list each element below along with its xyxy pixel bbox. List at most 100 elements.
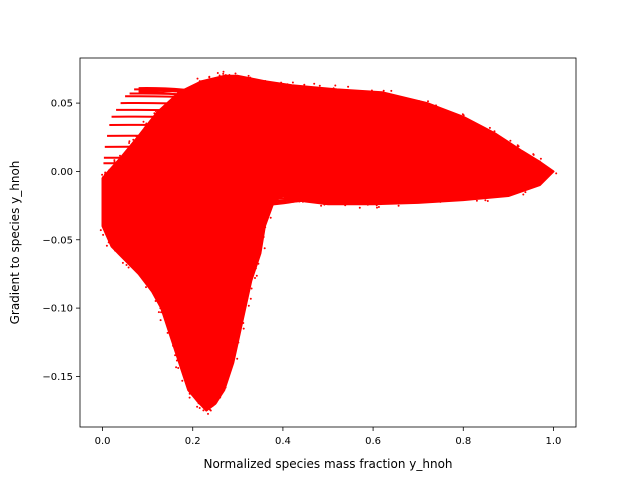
scatter-point — [532, 153, 535, 156]
scatter-point — [228, 362, 231, 365]
scatter-point — [260, 80, 263, 83]
scatter-point — [540, 180, 543, 183]
scatter-point — [522, 193, 525, 196]
scatter-point — [222, 387, 224, 389]
scatter-point — [290, 195, 293, 198]
scatter-point — [121, 261, 124, 264]
scatter-point — [435, 105, 438, 108]
scatter-point — [194, 397, 197, 400]
scatter-point — [162, 303, 165, 306]
scatter-point — [177, 367, 180, 369]
scatter-point — [105, 244, 108, 247]
scatter-point — [370, 89, 373, 92]
scatter-point — [191, 86, 194, 89]
scatter-point — [516, 144, 519, 147]
scatter-point — [166, 319, 169, 322]
scatter-point — [215, 401, 218, 404]
scatter-point — [546, 172, 549, 175]
scatter-point — [172, 344, 174, 347]
x-tick-label: 0.0 — [95, 436, 111, 447]
scatter-point — [369, 90, 372, 93]
scatter-point — [238, 78, 241, 81]
scatter-point — [197, 402, 200, 405]
scatter-point — [534, 182, 536, 185]
scatter-point — [375, 204, 378, 207]
scatter-point — [242, 322, 245, 324]
data-layer — [99, 70, 558, 415]
scatter-point — [551, 170, 554, 173]
scatter-point — [176, 351, 179, 354]
scatter-point — [445, 199, 448, 202]
scatter-point — [535, 184, 538, 187]
scatter-point — [108, 169, 110, 172]
scatter-point — [264, 80, 267, 83]
scatter-point — [428, 198, 431, 201]
scatter-point — [129, 145, 132, 148]
scatter-point — [390, 89, 393, 92]
scatter-point — [101, 177, 104, 180]
scatter-point — [239, 316, 242, 319]
scatter-point — [218, 74, 221, 77]
scatter-point — [427, 100, 429, 103]
scatter-point — [300, 196, 303, 199]
scatter-point — [128, 140, 131, 143]
trajectory-loop — [103, 156, 532, 186]
scatter-point — [424, 200, 427, 203]
scatter-point — [488, 126, 491, 129]
scatter-point — [238, 315, 241, 318]
scatter-point — [526, 154, 529, 157]
scatter-point — [198, 80, 201, 83]
scatter-point — [334, 84, 337, 87]
scatter-point — [401, 97, 404, 100]
scatter-point — [196, 77, 199, 80]
scatter-point — [158, 302, 161, 305]
scatter-point — [125, 264, 128, 266]
scatter-point — [234, 72, 237, 75]
scatter-point — [225, 74, 228, 77]
scatter-point — [428, 197, 431, 200]
scatter-point — [109, 237, 112, 240]
scatter-point — [313, 82, 316, 85]
scatter-point — [287, 200, 290, 203]
y-tick-label: 0.05 — [51, 99, 73, 110]
scatter-point — [224, 77, 227, 80]
scatter-point — [453, 115, 455, 118]
scatter-point — [135, 135, 138, 138]
scatter-point — [537, 165, 540, 168]
scatter-point — [224, 386, 227, 389]
scatter-point — [186, 378, 189, 381]
scatter-point — [149, 283, 152, 285]
scatter-point — [125, 257, 128, 260]
scatter-point — [267, 213, 270, 216]
scatter-point — [180, 94, 183, 97]
scatter-point — [272, 85, 275, 88]
x-tick-label: 1.0 — [546, 436, 562, 447]
scatter-point — [254, 267, 257, 270]
scatter-point — [332, 87, 335, 90]
scatter-point — [439, 200, 442, 203]
scatter-point — [484, 194, 487, 197]
scatter-point — [303, 196, 306, 199]
scatter-point — [196, 405, 199, 408]
scatter-point — [280, 81, 283, 84]
scatter-point — [175, 366, 178, 369]
scatter-point — [211, 404, 214, 407]
scatter-point — [188, 392, 191, 395]
scatter-point — [121, 248, 124, 251]
scatter-point — [477, 127, 480, 129]
scatter-point — [382, 89, 385, 92]
scatter-point — [124, 152, 127, 155]
scatter-point — [154, 110, 157, 112]
scatter-point — [250, 287, 253, 290]
scatter-point — [281, 200, 284, 203]
scatter-point — [163, 109, 166, 111]
scatter-point — [101, 173, 104, 176]
scatter-point — [183, 91, 186, 94]
scatter-point — [219, 396, 222, 399]
scatter-point — [177, 91, 180, 94]
scatter-point — [134, 268, 137, 270]
scatter-point — [247, 74, 250, 77]
scatter-point — [524, 153, 527, 156]
scatter-point — [145, 280, 148, 283]
